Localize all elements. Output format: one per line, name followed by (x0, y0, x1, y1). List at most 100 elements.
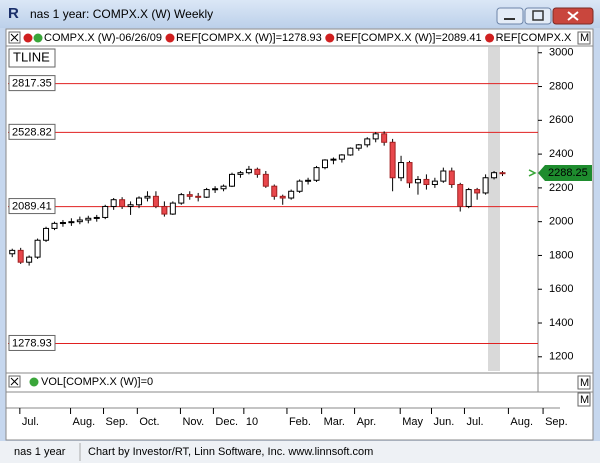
candle-body (59, 222, 66, 225)
current-bar-highlight (488, 47, 500, 371)
candle-body (296, 180, 303, 192)
x-tick-label: May (402, 416, 423, 428)
y-tick-label: 1200 (549, 351, 573, 363)
candle-body (178, 194, 185, 204)
candle-body (51, 222, 58, 229)
candle-body (85, 217, 92, 221)
legend-entry: REF[COMPX.X (496, 32, 572, 44)
candle-body (330, 158, 337, 161)
x-tick-label: Jul. (466, 416, 483, 428)
candle-body (482, 177, 489, 194)
scale-box[interactable] (577, 375, 591, 390)
last-price-box (538, 164, 592, 181)
reference-label: 2817.35 (12, 78, 52, 90)
maximize-button[interactable] (524, 7, 552, 25)
y-tick-label: 2200 (549, 182, 573, 194)
volume-label: VOL[COMPX.X (W)]=0 (41, 376, 153, 388)
scale-box (577, 31, 591, 45)
minimize-button[interactable] (496, 7, 524, 25)
y-tick-label: 2800 (549, 80, 573, 92)
candle-body (305, 179, 312, 182)
candle-body (321, 159, 328, 169)
candle-body (431, 180, 438, 186)
legend-dot (485, 33, 495, 43)
tline-label: TLINE (13, 49, 50, 64)
window-title: nas 1 year: COMPX.X (W) Weekly (30, 7, 213, 21)
legend-entry: REF[COMPX.X (W)]=2089.41 (336, 32, 482, 44)
candle-body (271, 185, 278, 197)
legend-dot (165, 33, 175, 43)
candle-body (389, 141, 396, 179)
y-tick-label: 2600 (549, 114, 573, 126)
candle-body (372, 133, 379, 140)
candle-body (457, 184, 464, 207)
close-glyph (567, 11, 579, 21)
scale-marker: M (580, 377, 589, 389)
legend-dot (33, 33, 43, 43)
candle-body (17, 249, 24, 263)
candle-body (338, 154, 345, 160)
candle-body (229, 173, 236, 187)
candle-body (262, 173, 269, 187)
candle-body (34, 239, 41, 258)
reference-label-box (8, 75, 56, 92)
x-tick-label: Sep. (545, 416, 568, 428)
candle-body (195, 195, 202, 198)
candle-body (355, 144, 362, 149)
scale-box[interactable] (577, 392, 591, 407)
candle-body (474, 189, 481, 194)
legend-entry: COMPX.X (W)-06/26/09 (44, 32, 162, 44)
candle-body (237, 172, 244, 175)
candle-body (279, 195, 286, 199)
candle-body (440, 170, 447, 182)
x-tick-label: 10 (246, 416, 258, 428)
volume-close-glyph (10, 377, 19, 386)
scale-marker: M (580, 32, 589, 44)
legend-close-glyph (10, 33, 19, 42)
status-credit: Chart by Investor/RT, Linn Software, Inc… (88, 446, 373, 458)
candle-body (313, 167, 320, 181)
candle-body (212, 188, 219, 191)
y-tick-label: 2400 (549, 148, 573, 160)
status-bar (0, 441, 600, 463)
reference-label: 1278.93 (12, 337, 52, 349)
candle-body (102, 205, 109, 218)
candle-body (423, 178, 430, 186)
x-tick-label: Mar. (324, 416, 345, 428)
candle-body (381, 133, 388, 143)
x-tick-label: Nov. (182, 416, 204, 428)
y-tick-label: 1400 (549, 317, 573, 329)
candle-body (144, 195, 151, 199)
candle-body (448, 170, 455, 186)
candle-body (254, 168, 261, 175)
x-tick-label: Oct. (139, 416, 159, 428)
reference-label-box (8, 334, 56, 351)
reference-label: 2528.82 (12, 126, 52, 138)
candle-body (68, 221, 75, 224)
candle-body (398, 162, 405, 179)
candle-body (364, 138, 371, 146)
legend-dot (325, 33, 335, 43)
y-tick-label: 3000 (549, 47, 573, 59)
candle-body (465, 189, 472, 207)
candle-body (26, 256, 33, 263)
volume-dot (29, 377, 39, 387)
x-tick-label: Aug. (73, 416, 96, 428)
tline-button[interactable] (8, 48, 56, 68)
candle-body (119, 199, 126, 207)
y-tick-label: 1800 (549, 249, 573, 261)
candle-body (136, 197, 143, 206)
candle-body (414, 178, 421, 184)
x-tick-label: Dec. (215, 416, 238, 428)
candle-body (9, 249, 16, 255)
y-tick-label: 1600 (549, 283, 573, 295)
candle-body (220, 185, 227, 190)
candle-body (499, 172, 506, 175)
scale-marker: M (580, 394, 589, 406)
x-tick-label: Jul. (22, 416, 39, 428)
maximize-glyph (532, 10, 544, 21)
candle-body (245, 168, 252, 174)
candle-body (406, 162, 413, 184)
legend-entry: REF[COMPX.X (W)]=1278.93 (176, 32, 322, 44)
